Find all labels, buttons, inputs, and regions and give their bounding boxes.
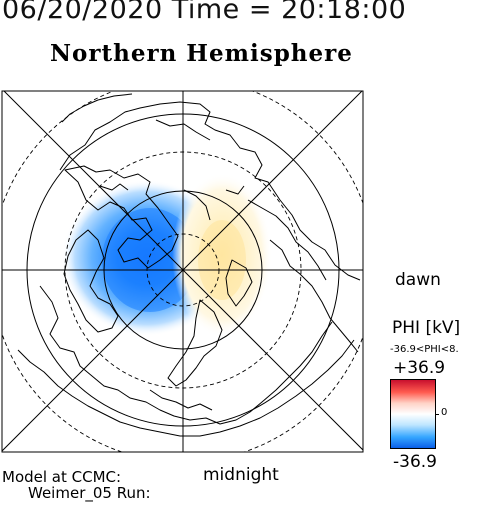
colorbar-max-label: +36.9	[393, 358, 446, 378]
coastlines	[17, 93, 361, 437]
midnight-label: midnight	[203, 465, 279, 485]
colorbar-range-text: -36.9<PHI<8.	[390, 344, 459, 355]
colorbar-title: PHI [kV]	[392, 318, 461, 338]
dawn-label: dawn	[395, 270, 441, 290]
colorbar-min-label: -36.9	[393, 452, 437, 472]
hemisphere-title: Northern Hemisphere	[50, 40, 353, 67]
colorbar	[390, 379, 436, 449]
map-frame	[1, 90, 364, 453]
colorbar-zero-tick	[435, 414, 439, 415]
model-line-1: Model at CCMC:	[2, 468, 122, 486]
model-line-2: Weimer_05 Run:	[28, 484, 151, 502]
polar-map	[1, 90, 364, 453]
meridian-diagonal-2	[2, 91, 363, 452]
colorbar-zero-label: 0	[441, 407, 448, 418]
datetime-title: 06/20/2020 Time = 20:18:00	[2, 0, 407, 25]
